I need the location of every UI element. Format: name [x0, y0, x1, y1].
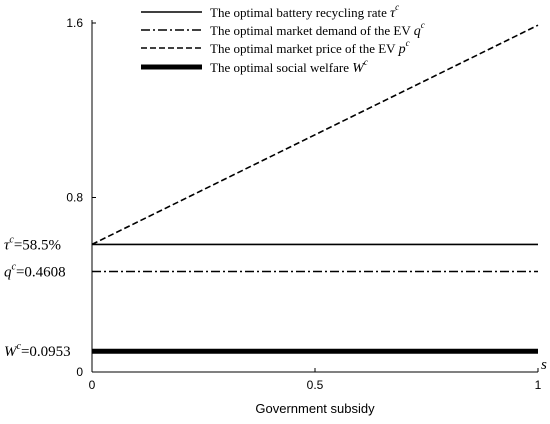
series-layer [91, 24, 539, 354]
x-tick-label: 0.5 [307, 378, 324, 392]
annotation-label-1: τc=58.5% [4, 234, 61, 253]
x-tick-label: 1 [535, 378, 542, 392]
series-line-3 [91, 24, 539, 246]
annotation-label-3: Wc=0.0953 [4, 341, 71, 360]
legend-label-2: The optimal market demand of the EV qc [210, 20, 425, 39]
ticks: 0 0.5 1 0 0.8 1.6 [66, 16, 541, 392]
legend-label-1: The optimal battery recycling rate τc [210, 2, 399, 21]
legend-label-4: The optimal social welfare Wc [210, 57, 368, 76]
legend-label-3: The optimal market price of the EV pc [210, 38, 410, 57]
y-tick-label: 1.6 [66, 16, 83, 30]
x-axis-label: Government subsidy [255, 401, 375, 416]
y-tick-label: 0.8 [66, 191, 83, 205]
legend: The optimal battery recycling rate τcThe… [141, 2, 425, 76]
x-tick-label: 0 [89, 378, 96, 392]
annotation-label-2: qc=0.4608 [4, 261, 66, 280]
x-axis-symbol: s [541, 357, 547, 373]
annotations: τc=58.5% qc=0.4608 Wc=0.0953 [4, 234, 71, 360]
y-tick-label: 0 [76, 365, 83, 379]
